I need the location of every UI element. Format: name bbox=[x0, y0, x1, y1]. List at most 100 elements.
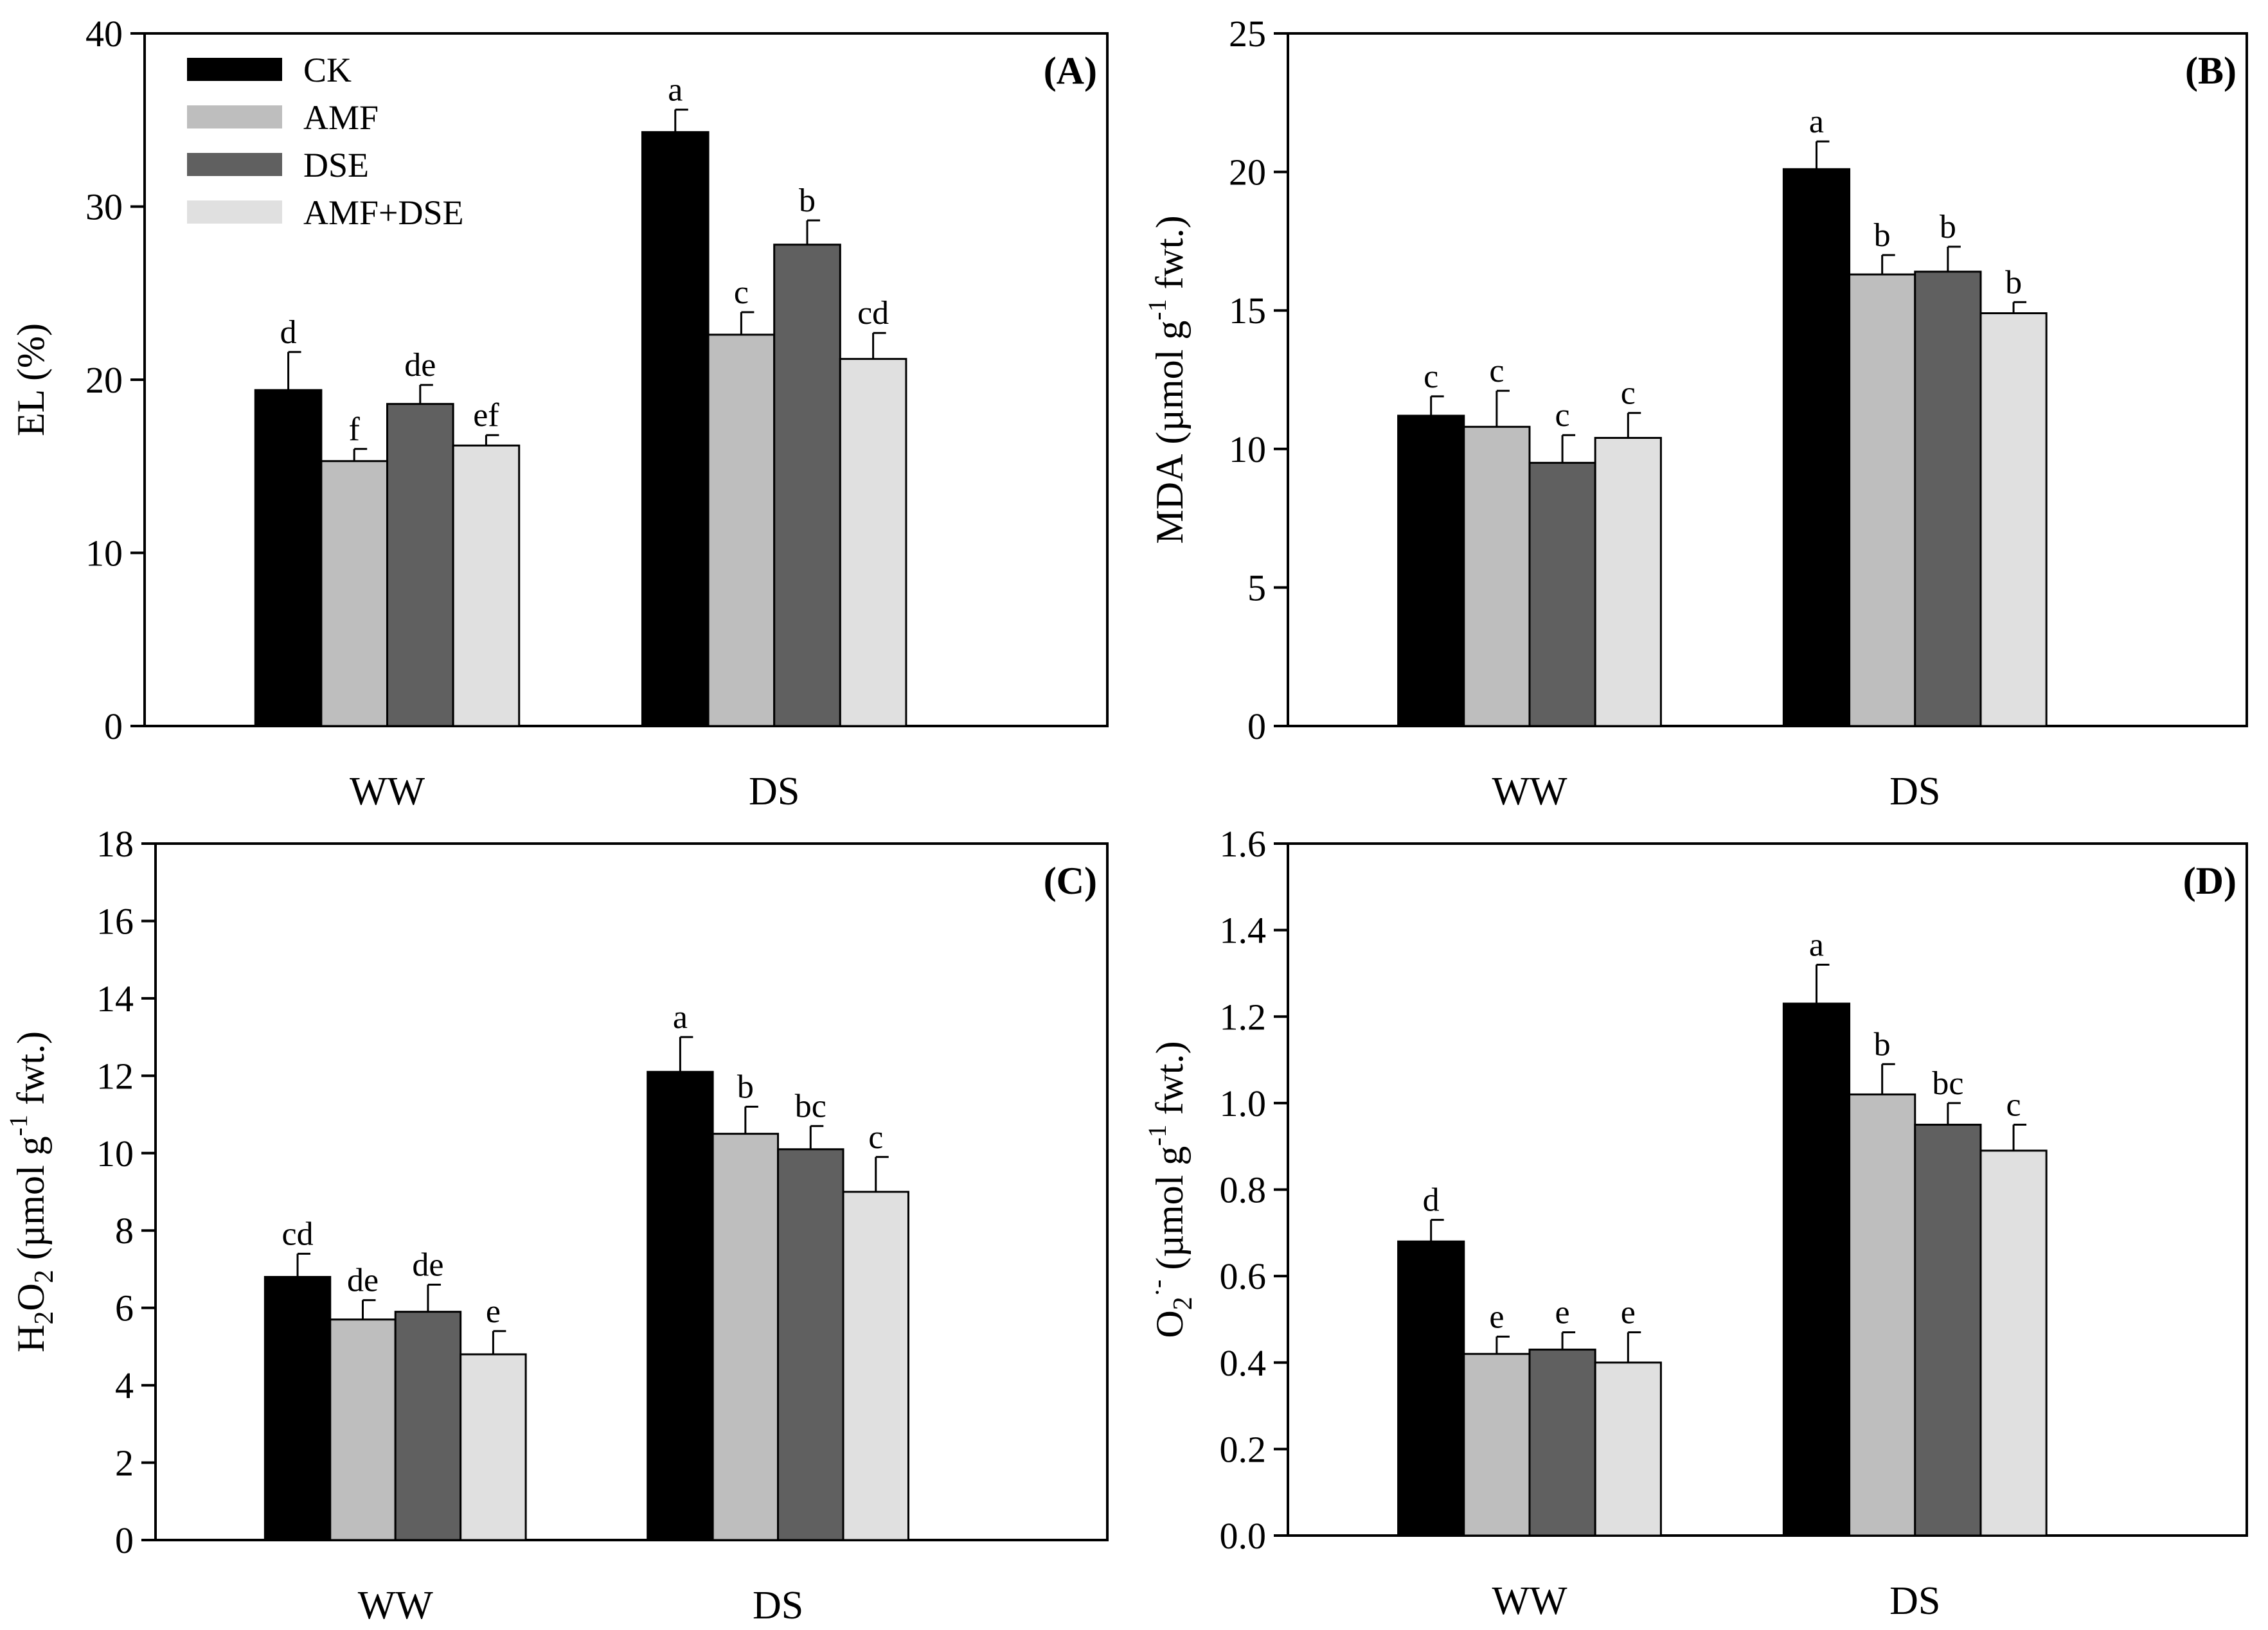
y-axis-label-unit: (µmol g bbox=[10, 1136, 52, 1270]
bar-dse bbox=[1914, 270, 1982, 727]
significance-letter: a bbox=[1809, 926, 1824, 963]
y-axis-label: H2O2 (µmol g-1 fwt.) bbox=[4, 1031, 59, 1352]
significance-letter: c bbox=[1489, 353, 1504, 389]
significance-letter: bc bbox=[795, 1088, 826, 1125]
significance-letter: de bbox=[404, 347, 436, 384]
significance-letter: de bbox=[347, 1262, 379, 1299]
y-tick-label: 25 bbox=[1229, 13, 1266, 55]
legend-label: DSE bbox=[303, 146, 369, 184]
y-axis-label: MDA (µmol g-1 fwt.) bbox=[1143, 215, 1191, 544]
significance-letter: c bbox=[2006, 1087, 2021, 1124]
legend: CK AMF DSE AMF+DSE bbox=[187, 51, 464, 232]
legend-label: AMF bbox=[303, 98, 379, 137]
y-tick-label: 0 bbox=[104, 705, 123, 747]
y-tick-label: 8 bbox=[115, 1210, 134, 1252]
significance-letter: c bbox=[734, 274, 749, 311]
y-axis-label-unit-sup: -1 bbox=[1143, 299, 1172, 320]
significance-letter: de bbox=[412, 1247, 443, 1284]
bar-amf-dse bbox=[842, 1191, 909, 1541]
x-category-label: WW bbox=[1492, 1579, 1567, 1623]
y-tick-label: 20 bbox=[1229, 152, 1266, 193]
bar-ck bbox=[263, 1275, 332, 1541]
bar-ck bbox=[254, 389, 323, 727]
panel-b: 0 5 10 15 20 25 WW DS c a c b c b c b (B) MDA (µmol g-1 f… bbox=[1143, 13, 2248, 813]
y-tick-label: 15 bbox=[1229, 290, 1266, 332]
bar-ck bbox=[1397, 414, 1465, 727]
legend-swatch-amf-dse bbox=[187, 200, 282, 224]
legend-swatch-ck bbox=[187, 58, 282, 81]
bar-amf bbox=[1848, 273, 1916, 727]
y-tick-label: 16 bbox=[96, 900, 134, 942]
panel-a: 0 10 20 30 40 WW DS d a f c de b ef cd (A) EL (%) bbox=[10, 13, 1109, 813]
bar-dse bbox=[394, 1311, 462, 1541]
significance-letter: ef bbox=[473, 397, 499, 434]
y-tick-label: 10 bbox=[1229, 429, 1266, 470]
bar-amf bbox=[1848, 1093, 1916, 1537]
x-category-label: DS bbox=[753, 1584, 803, 1627]
y-axis-label-main2: O bbox=[10, 1283, 52, 1311]
y-axis-label-sup1: ·- bbox=[1143, 1280, 1172, 1297]
y-axis-label-main: MDA bbox=[1148, 454, 1191, 544]
y-tick-label: 6 bbox=[115, 1288, 134, 1329]
bar-dse bbox=[773, 244, 841, 727]
significance-letter: e bbox=[486, 1293, 501, 1330]
legend-swatch-amf bbox=[187, 105, 282, 128]
bar-dse bbox=[1528, 1349, 1596, 1537]
bar-ck bbox=[641, 131, 710, 727]
y-tick-label: 0.4 bbox=[1220, 1342, 1267, 1384]
bar-amf-dse bbox=[839, 358, 907, 727]
y-tick-label: 30 bbox=[85, 186, 123, 228]
significance-letter: c bbox=[1555, 397, 1570, 434]
significance-letter: cd bbox=[857, 295, 889, 332]
y-tick-label: 2 bbox=[115, 1442, 134, 1484]
panel-label: (D) bbox=[2183, 860, 2237, 902]
plot-frame bbox=[1287, 32, 2248, 727]
bar-ck bbox=[647, 1070, 714, 1541]
y-tick-label: 4 bbox=[115, 1365, 134, 1406]
legend-swatch-dse bbox=[187, 153, 282, 176]
bar-ck bbox=[1782, 168, 1851, 727]
x-category-label: WW bbox=[1492, 770, 1567, 813]
bar-amf-dse bbox=[1594, 437, 1662, 727]
bar-amf bbox=[711, 1133, 780, 1541]
y-tick-label: 0 bbox=[1247, 705, 1266, 747]
bar-amf-dse bbox=[1979, 1149, 2048, 1537]
y-axis-label-sub: 2 bbox=[1168, 1297, 1198, 1310]
significance-letter: b bbox=[737, 1069, 754, 1106]
y-axis-label-unit-tail: fwt.) bbox=[10, 1031, 52, 1115]
panel-label: (A) bbox=[1044, 49, 1097, 92]
panel-d: 0.0 0.2 0.4 0.6 0.8 1.0 1.2 1.4 1.6 WW DS d a e b e bc e c… bbox=[1143, 823, 2248, 1623]
bar-amf bbox=[707, 333, 776, 727]
y-axis-label-unit-sup: -1 bbox=[1143, 1124, 1172, 1146]
significance-letter: d bbox=[1423, 1182, 1440, 1219]
y-axis-label: O2·- (µmol g-1 fwt.) bbox=[1143, 1041, 1198, 1338]
y-axis-label-unit: (µmol g bbox=[1148, 1146, 1191, 1280]
y-tick-label: 0.0 bbox=[1220, 1515, 1267, 1557]
significance-letter: c bbox=[1424, 359, 1438, 395]
y-tick-label: 14 bbox=[96, 978, 134, 1020]
y-axis-label-unit-tail: fwt.) bbox=[1148, 1041, 1191, 1124]
y-tick-label: 0.6 bbox=[1220, 1255, 1267, 1297]
y-tick-label: 1.6 bbox=[1220, 823, 1267, 865]
y-tick-label: 10 bbox=[85, 533, 123, 574]
bar-amf bbox=[1463, 425, 1531, 727]
significance-letter: a bbox=[673, 999, 688, 1036]
significance-letter: b bbox=[1874, 1026, 1891, 1063]
y-axis-label-sub: 2 bbox=[30, 1311, 59, 1325]
y-tick-label: 0.8 bbox=[1220, 1169, 1267, 1211]
significance-letter: e bbox=[1489, 1298, 1504, 1335]
y-tick-label: 12 bbox=[96, 1055, 134, 1097]
y-axis-label-text: EL (%) bbox=[10, 323, 52, 436]
bar-ck bbox=[1782, 1002, 1851, 1537]
x-category-label: WW bbox=[350, 770, 425, 813]
bar-amf-dse bbox=[1979, 312, 2048, 727]
panel-label: (C) bbox=[1044, 860, 1097, 902]
y-tick-label: 0.2 bbox=[1220, 1428, 1267, 1470]
significance-letter: e bbox=[1621, 1295, 1636, 1331]
x-category-label: DS bbox=[749, 770, 799, 813]
bar-dse bbox=[1528, 461, 1596, 727]
significance-letter: f bbox=[349, 411, 361, 448]
x-category-label: DS bbox=[1889, 1579, 1940, 1623]
